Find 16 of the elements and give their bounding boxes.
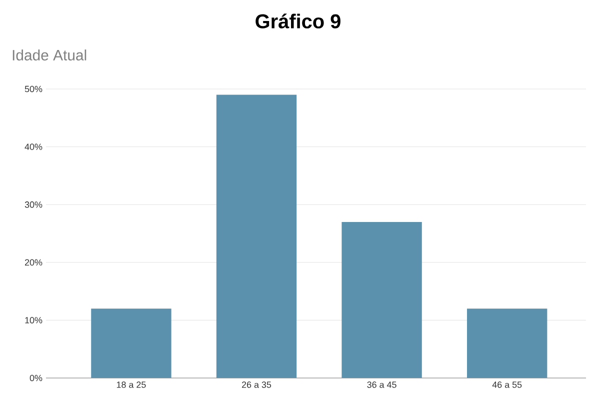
x-tick-label: 26 a 35 [242, 382, 272, 388]
bar [216, 94, 297, 378]
y-tick-label: 30% [24, 201, 42, 208]
bar [91, 308, 172, 378]
y-tick-label: 10% [25, 317, 42, 324]
bar [466, 308, 548, 378]
y-tick-label: 20% [24, 259, 42, 266]
chart-subtitle: Idade Atual [12, 50, 86, 60]
x-tick-label: 18 a 25 [116, 382, 146, 388]
y-tick-label: 50% [24, 86, 42, 92]
bar [342, 222, 422, 378]
x-tick-label: 36 a 45 [367, 382, 396, 388]
x-tick-label: 46 a 55 [492, 382, 522, 388]
y-tick-label: 40% [24, 144, 42, 150]
y-tick-label: 0% [30, 374, 42, 382]
chart-title: Gráfico 9 [256, 14, 340, 28]
